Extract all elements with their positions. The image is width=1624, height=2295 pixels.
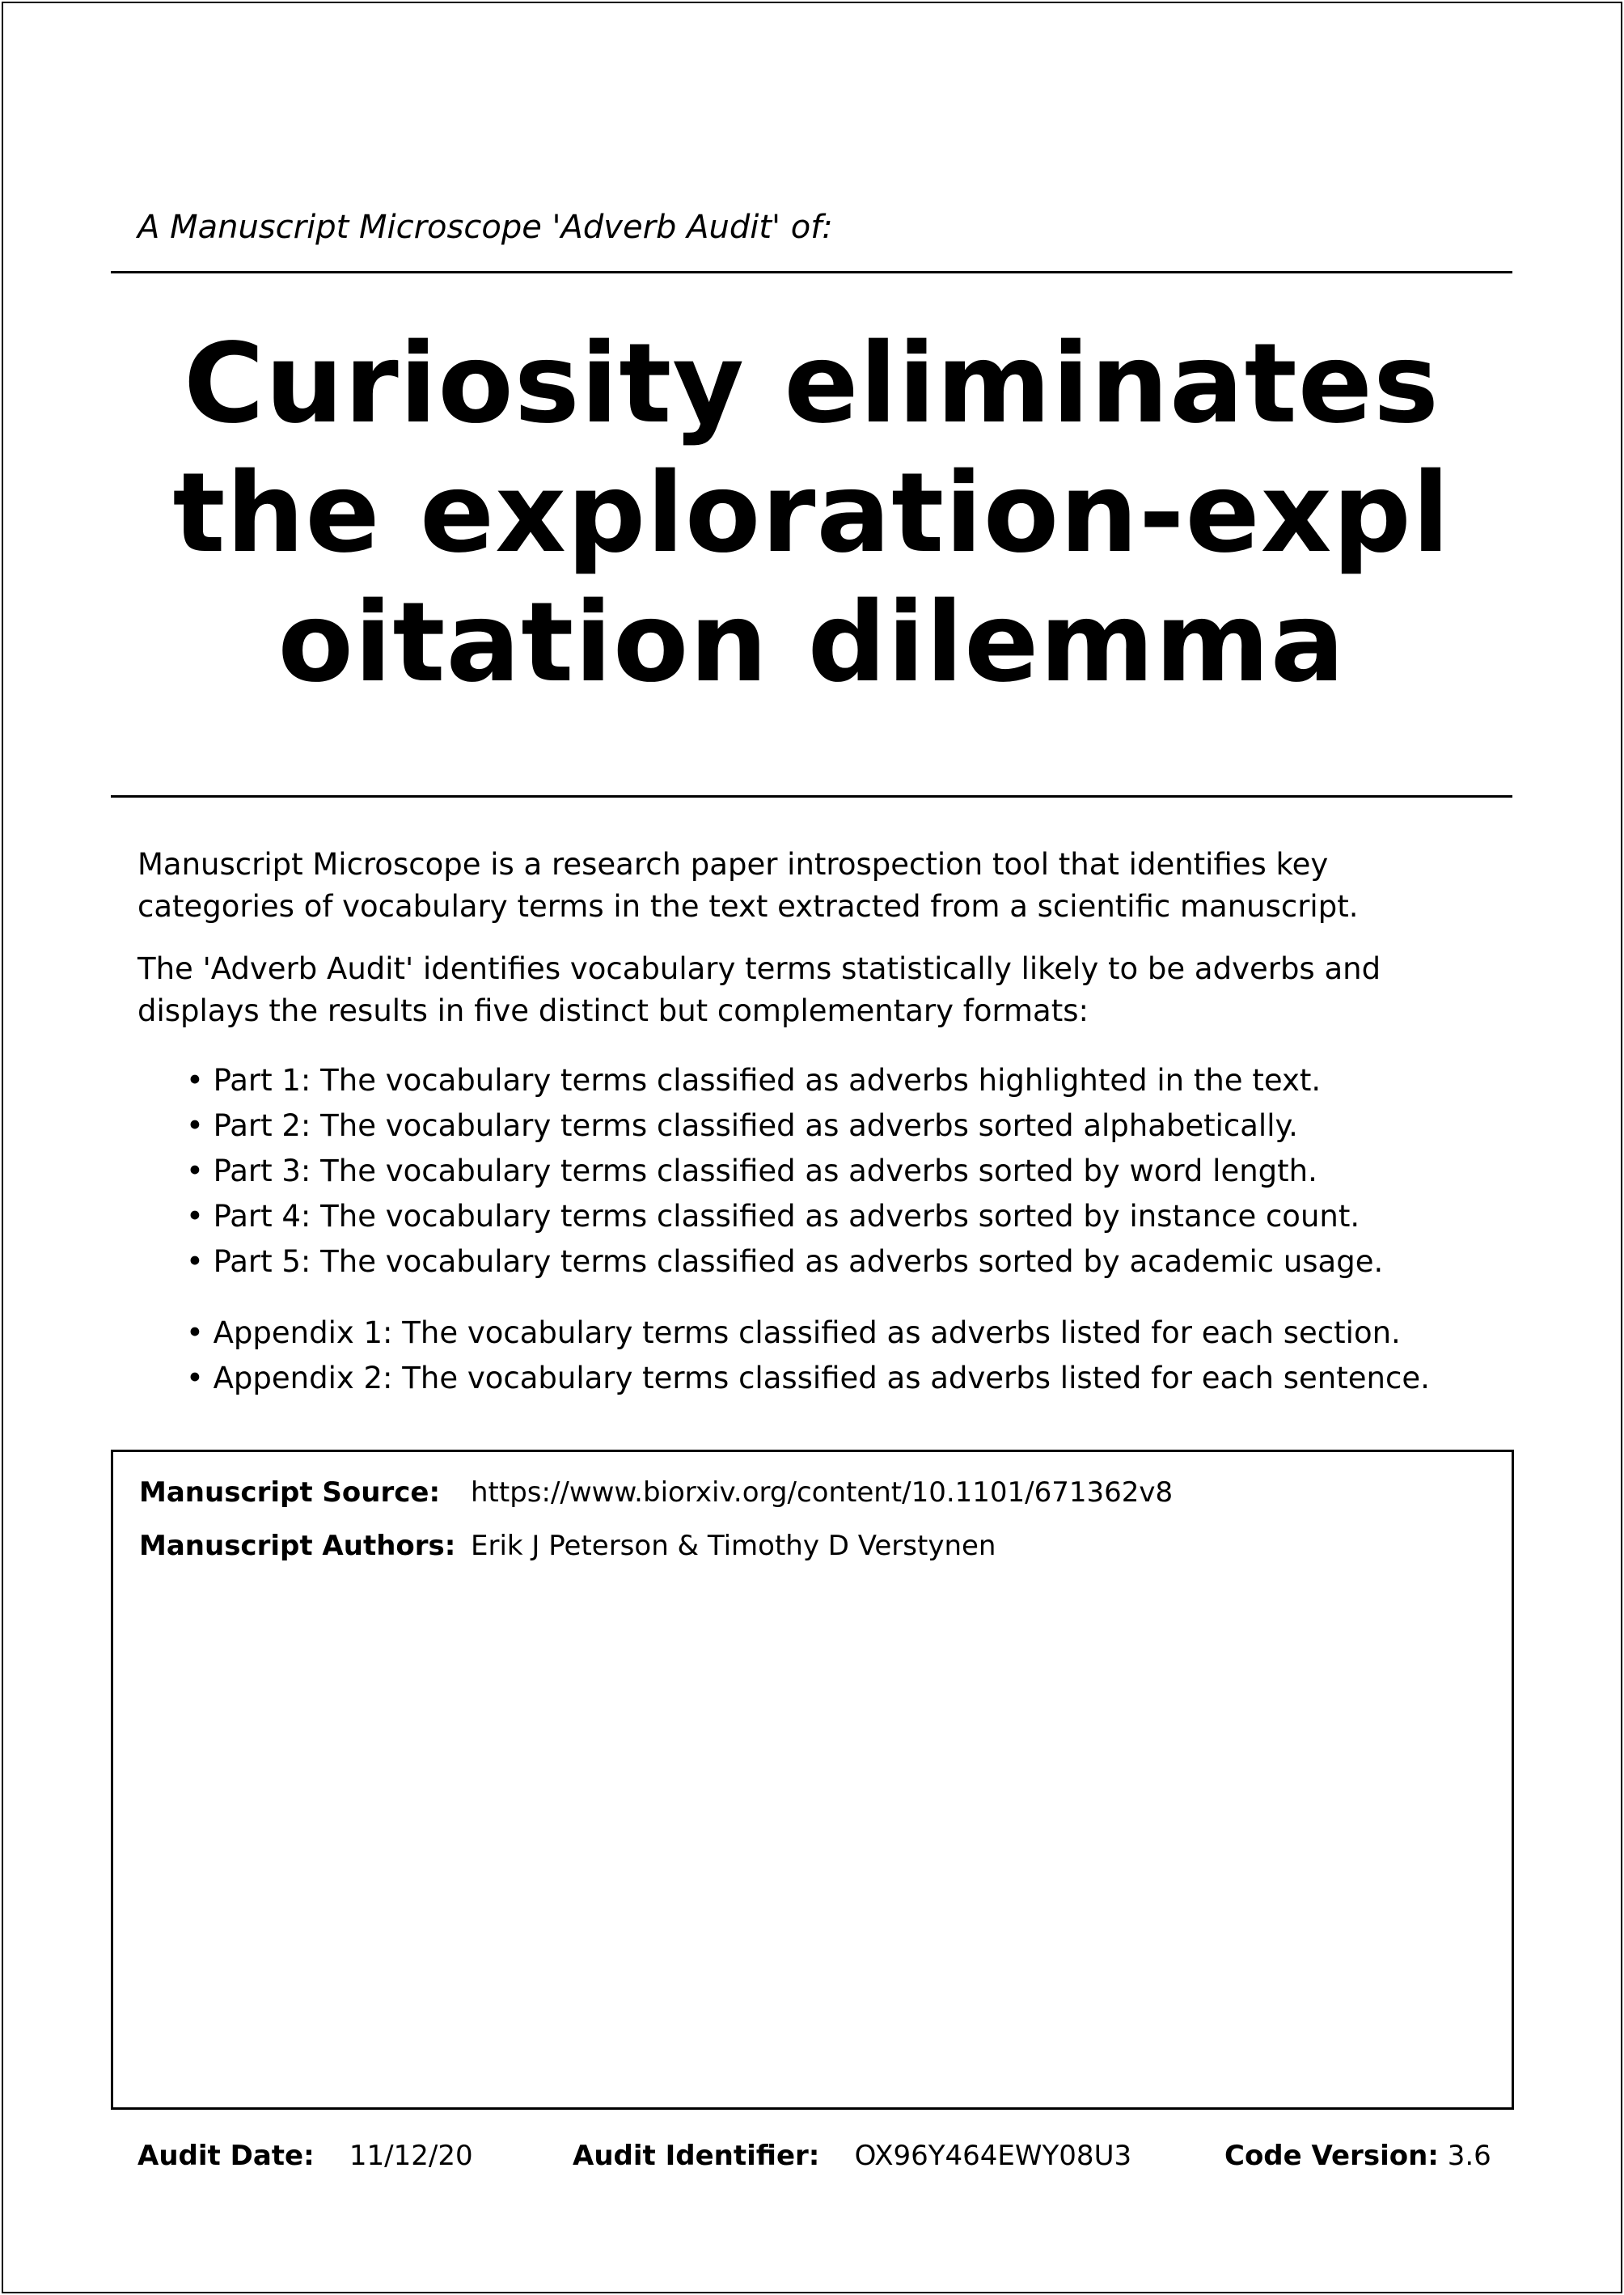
intro-line: displays the results in five distinct bu… bbox=[137, 993, 1089, 1028]
audit-date-label: Audit Date: bbox=[137, 2140, 315, 2172]
list-item: • Part 3: The vocabulary terms classifie… bbox=[186, 1154, 1317, 1188]
list-item: • Part 4: The vocabulary terms classifie… bbox=[186, 1199, 1360, 1234]
manuscript-info-box: Manuscript Source: https://www.biorxiv.or… bbox=[111, 1450, 1514, 2110]
parts-list: • Part 1: The vocabulary terms classifie… bbox=[186, 1058, 1383, 1285]
audit-date-value: 11/12/20 bbox=[349, 2140, 473, 2172]
top-divider bbox=[111, 271, 1512, 273]
audit-identifier-label: Audit Identifier: bbox=[573, 2140, 820, 2172]
manuscript-authors-value: Erik J Peterson & Timothy D Verstynen bbox=[471, 1530, 996, 1562]
title-line: the exploration-expl bbox=[172, 450, 1451, 578]
manuscript-title: Curiosity eliminates the exploration-exp… bbox=[111, 320, 1512, 708]
intro-line: The 'Adverb Audit' identifies vocabulary… bbox=[137, 951, 1381, 986]
manuscript-authors-label: Manuscript Authors: bbox=[139, 1530, 456, 1562]
list-item: • Appendix 2: The vocabulary terms class… bbox=[186, 1361, 1430, 1395]
list-item: • Part 5: The vocabulary terms classifie… bbox=[186, 1244, 1384, 1279]
manuscript-source-link[interactable]: https://www.biorxiv.org/content/10.1101/… bbox=[471, 1476, 1174, 1509]
list-item: • Appendix 1: The vocabulary terms class… bbox=[186, 1315, 1401, 1350]
intro-paragraph-1: Manuscript Microscope is a research pape… bbox=[137, 844, 1512, 928]
intro-paragraph-2: The 'Adverb Audit' identifies vocabulary… bbox=[137, 948, 1512, 1032]
manuscript-authors-row: Manuscript Authors: Erik J Peterson & Tim… bbox=[139, 1530, 996, 1562]
intro-line: categories of vocabulary terms in the te… bbox=[137, 889, 1359, 924]
audit-identifier: Audit Identifier: OX96Y464EWY08U3 bbox=[573, 2140, 1131, 2172]
manuscript-source-label: Manuscript Source: bbox=[139, 1476, 441, 1509]
list-item: • Part 1: The vocabulary terms classifie… bbox=[186, 1063, 1322, 1098]
intro-text: Manuscript Microscope is a research pape… bbox=[137, 844, 1512, 1052]
audit-identifier-value: OX96Y464EWY08U3 bbox=[854, 2140, 1132, 2172]
code-version-label: Code Version: bbox=[1224, 2140, 1439, 2172]
list-item: • Part 2: The vocabulary terms classifie… bbox=[186, 1108, 1298, 1143]
audit-subtitle: A Manuscript Microscope 'Adverb Audit' o… bbox=[137, 209, 833, 246]
intro-line: Manuscript Microscope is a research pape… bbox=[137, 847, 1329, 882]
title-line: oitation dilemma bbox=[277, 579, 1346, 707]
audit-date: Audit Date: 11/12/20 bbox=[137, 2140, 473, 2172]
code-version-value: 3.6 bbox=[1447, 2140, 1491, 2172]
code-version: Code Version: 3.6 bbox=[1224, 2140, 1491, 2172]
bottom-divider bbox=[111, 795, 1512, 798]
manuscript-source-row: Manuscript Source: https://www.biorxiv.or… bbox=[139, 1476, 1173, 1509]
title-line: Curiosity eliminates bbox=[184, 320, 1440, 448]
appendix-list: • Appendix 1: The vocabulary terms class… bbox=[186, 1311, 1430, 1401]
